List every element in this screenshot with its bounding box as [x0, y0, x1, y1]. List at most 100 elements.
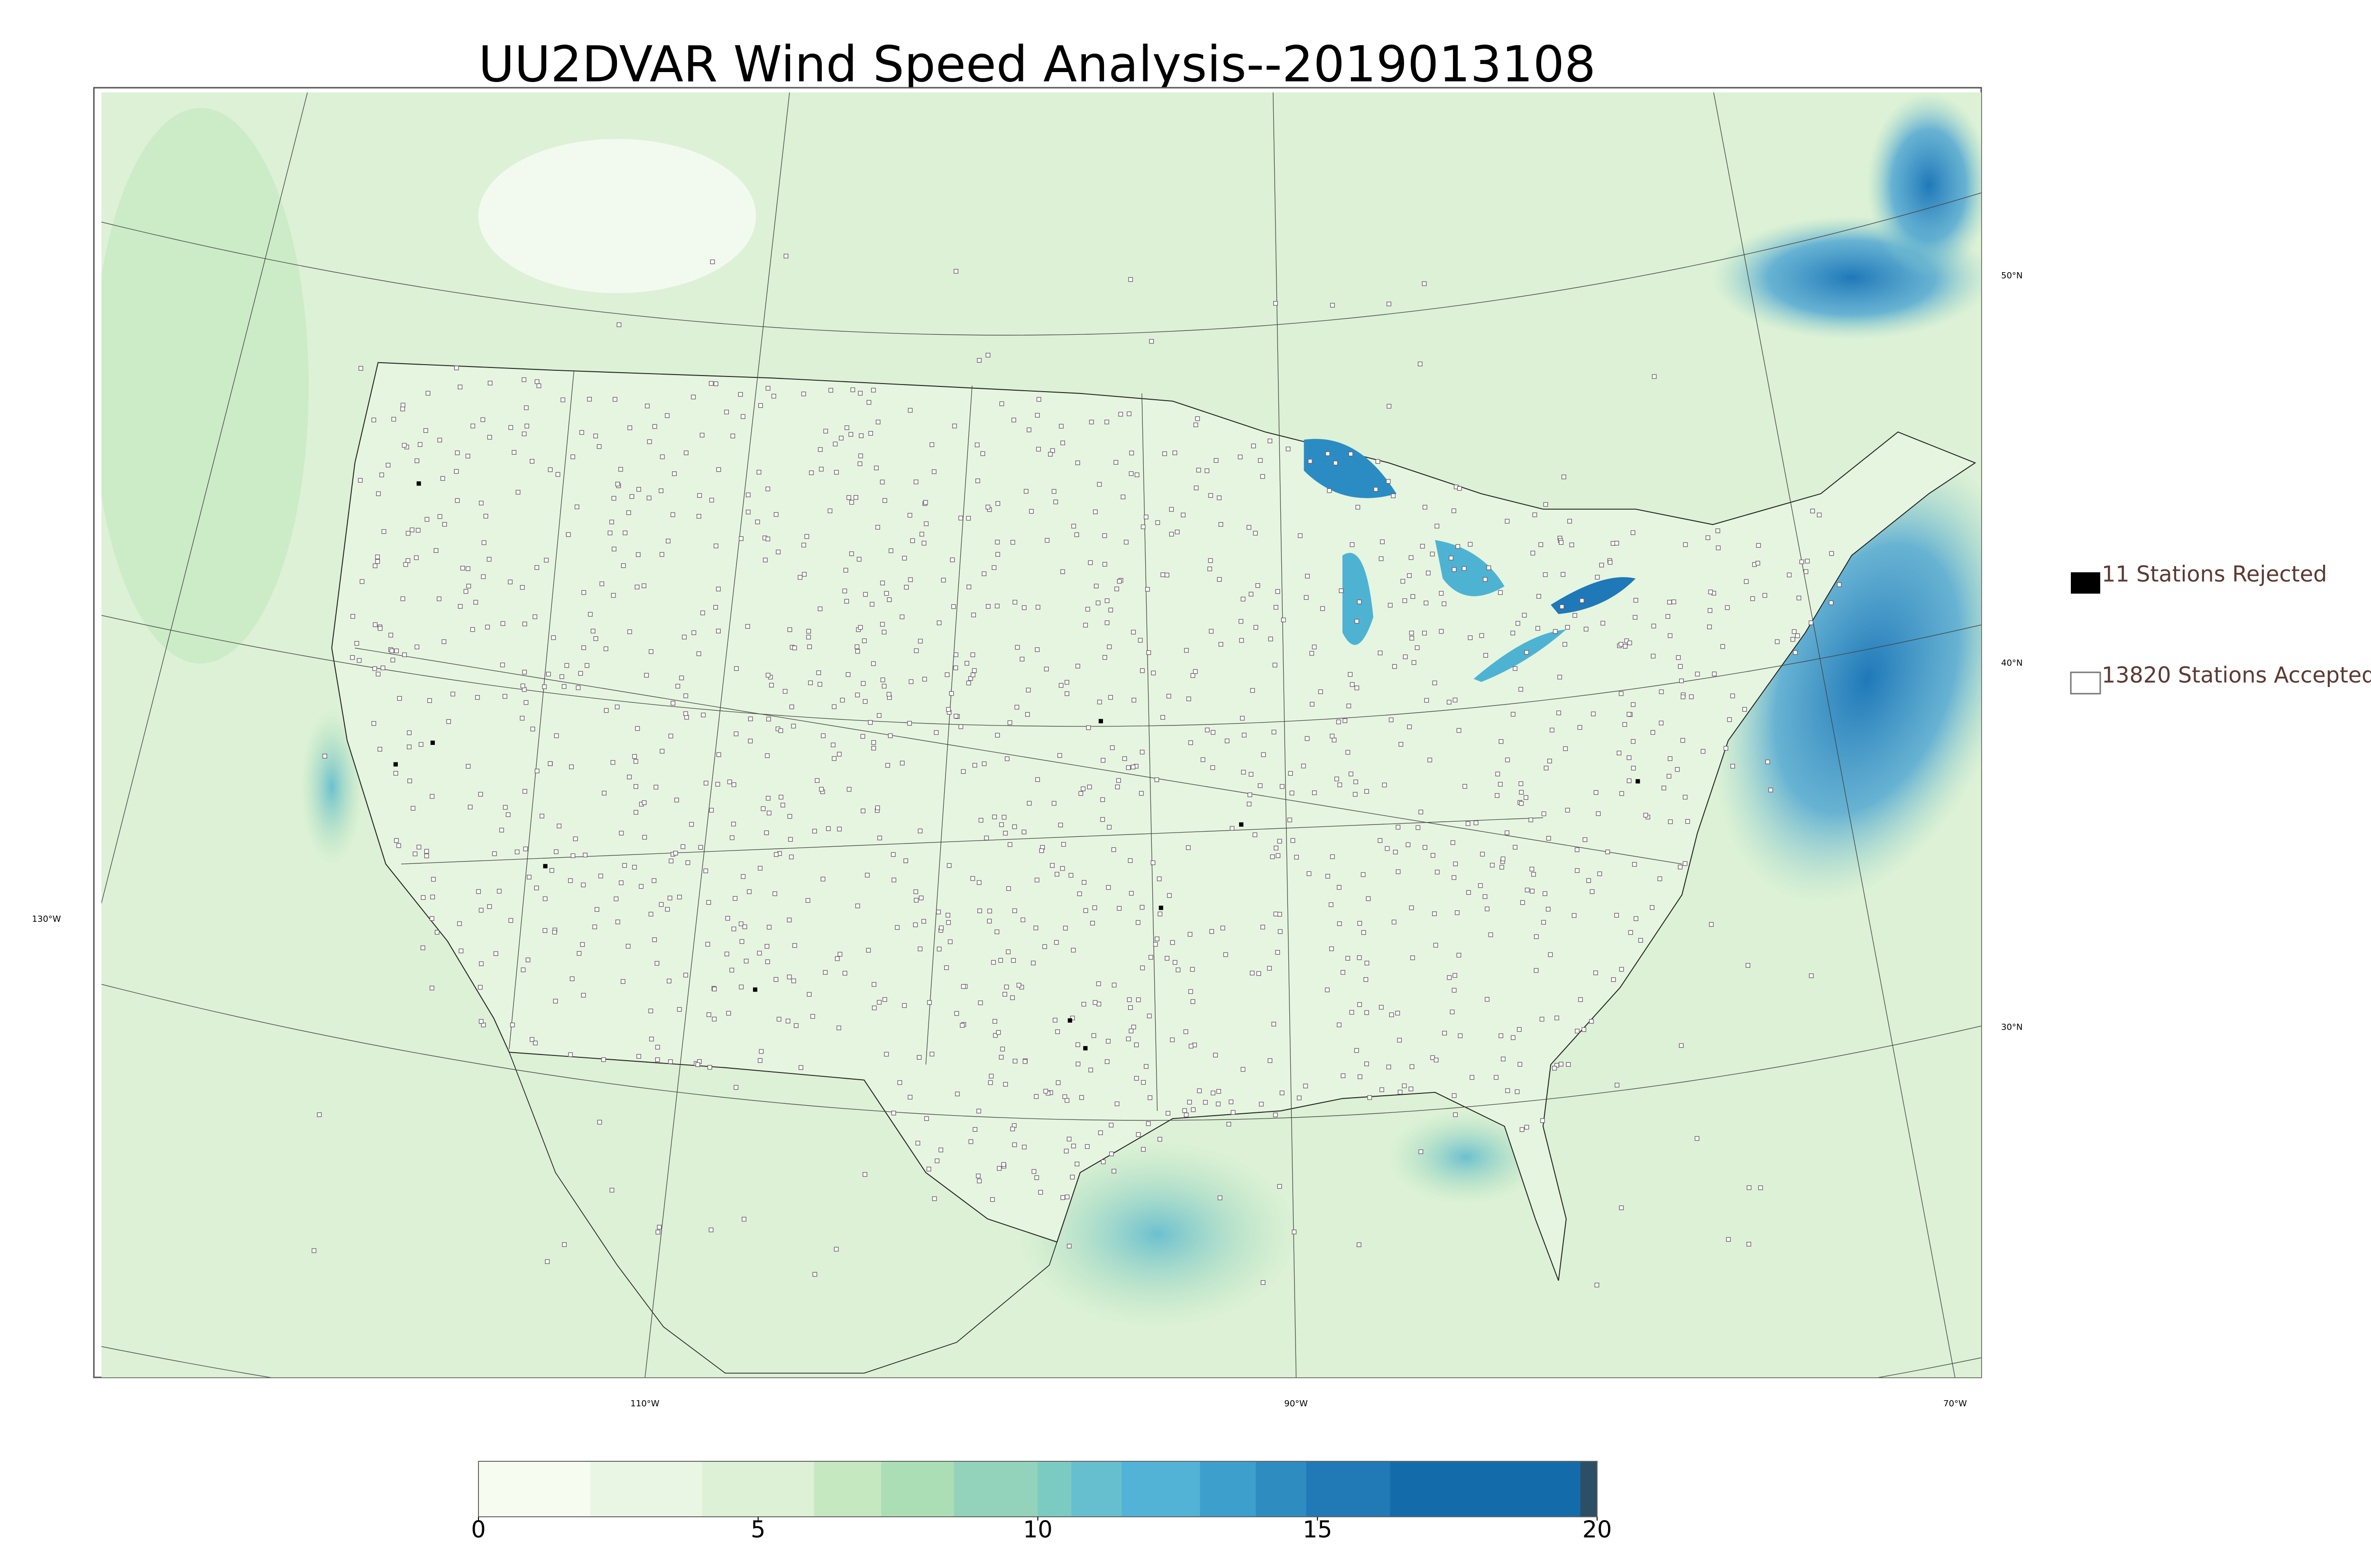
station-marker [1312, 644, 1317, 650]
station-marker [1252, 832, 1258, 837]
station-marker [1605, 849, 1610, 854]
colorbar-segment [954, 1461, 1038, 1517]
station-marker [1409, 631, 1414, 635]
station-marker [1065, 691, 1069, 696]
station-marker [1036, 397, 1041, 402]
lat-label: 50°N [2001, 271, 2022, 281]
station-marker [1085, 606, 1090, 612]
station-marker [522, 431, 527, 436]
station-marker [418, 742, 423, 747]
station-marker [1378, 838, 1383, 843]
station-marker [699, 432, 705, 438]
station-marker [539, 814, 544, 818]
station-marker [877, 713, 882, 718]
station-marker [1478, 883, 1483, 888]
station-marker [480, 417, 486, 422]
station-marker [810, 1014, 815, 1019]
legend-marker-rejected [2071, 572, 2100, 594]
station-marker [496, 889, 502, 894]
station-marker [510, 1022, 515, 1027]
station-marker [1483, 577, 1488, 582]
rejected-station-marker [1098, 719, 1103, 724]
station-marker [1796, 596, 1801, 601]
station-marker [466, 566, 470, 571]
station-marker [1510, 712, 1516, 717]
station-marker [937, 620, 942, 625]
station-marker [792, 645, 797, 651]
station-marker [632, 865, 637, 870]
station-marker [616, 322, 622, 327]
station-marker [850, 387, 855, 393]
station-marker [1453, 862, 1458, 866]
station-marker [973, 1127, 978, 1132]
station-marker [493, 951, 498, 956]
station-marker [1016, 982, 1021, 988]
station-marker [481, 574, 486, 579]
station-marker [1668, 819, 1673, 825]
station-marker [1456, 728, 1461, 733]
station-marker [1727, 717, 1732, 722]
station-marker [888, 733, 893, 738]
station-marker [970, 652, 975, 657]
colorbar: 0 5 10 15 20 [471, 1461, 1612, 1543]
station-marker [1633, 615, 1637, 620]
rejected-station-marker [1067, 1018, 1072, 1023]
station-marker [1762, 593, 1767, 598]
station-marker [1559, 1062, 1563, 1067]
station-marker [855, 692, 860, 697]
station-marker [525, 957, 531, 963]
station-marker [706, 1012, 711, 1017]
station-marker [670, 512, 675, 517]
station-marker [1671, 599, 1676, 605]
station-marker [764, 944, 770, 949]
station-marker [758, 403, 763, 408]
station-marker [1249, 772, 1254, 777]
station-marker [389, 648, 395, 653]
station-marker [960, 1023, 965, 1028]
station-marker [487, 557, 492, 562]
station-marker [807, 644, 812, 649]
station-marker [1528, 817, 1534, 823]
graticule [101, 92, 1981, 1377]
station-marker [951, 604, 956, 609]
station-marker [1485, 997, 1489, 1002]
station-marker [1128, 858, 1133, 863]
station-marker [1418, 809, 1424, 815]
station-marker [861, 808, 865, 814]
station-marker [593, 636, 598, 641]
station-marker [1452, 973, 1458, 978]
station-marker [1138, 638, 1143, 643]
station-marker [791, 978, 796, 983]
station-marker [1652, 374, 1657, 379]
station-marker [1268, 439, 1272, 443]
station-marker [1279, 784, 1285, 789]
station-marker [1097, 699, 1102, 705]
station-marker [844, 599, 849, 604]
station-marker [1723, 746, 1728, 751]
station-marker [546, 671, 551, 677]
station-marker [984, 835, 989, 841]
station-marker [431, 877, 436, 882]
station-marker [907, 721, 912, 726]
station-marker [660, 749, 665, 754]
station-marker [1408, 1086, 1414, 1091]
station-marker [882, 498, 887, 503]
colorbar-segment [478, 1461, 591, 1517]
station-marker [1348, 451, 1353, 457]
station-marker [871, 746, 876, 751]
station-marker [924, 1116, 929, 1121]
station-marker [701, 713, 706, 717]
station-marker [1012, 824, 1017, 829]
station-marker [1026, 688, 1031, 693]
station-marker [1012, 600, 1018, 605]
station-marker [799, 1065, 803, 1070]
station-marker [434, 930, 440, 935]
station-marker [1378, 556, 1384, 561]
station-marker [703, 780, 708, 786]
station-marker [882, 630, 887, 635]
station-marker [782, 689, 788, 694]
station-marker [806, 629, 811, 634]
station-marker [1209, 929, 1214, 934]
station-marker [478, 501, 484, 505]
station-marker [970, 876, 975, 881]
